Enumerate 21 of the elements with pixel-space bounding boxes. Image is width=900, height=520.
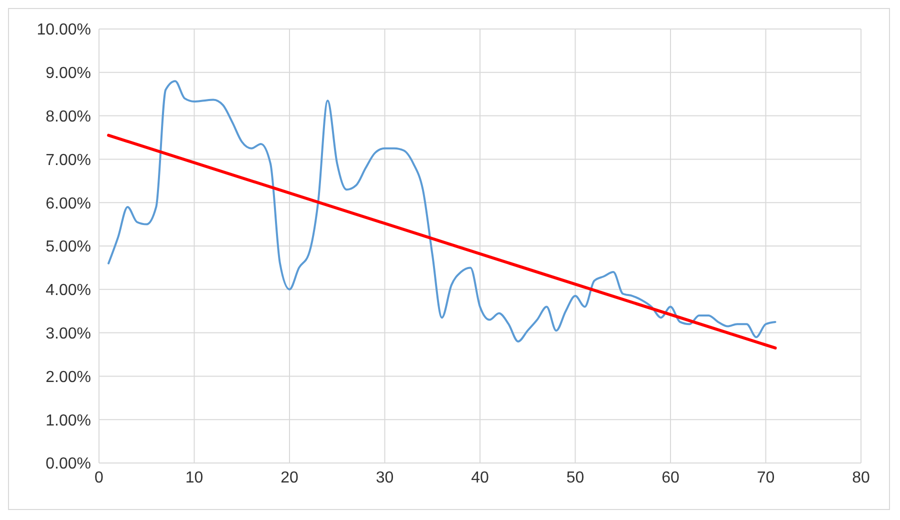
y-tick-label: 6.00% (46, 195, 91, 212)
x-tick-label: 30 (376, 469, 394, 486)
x-tick-label: 10 (185, 469, 204, 486)
y-tick-label: 9.00% (46, 65, 91, 82)
y-tick-label: 1.00% (46, 412, 91, 430)
y-tick-label: 5.00% (46, 238, 91, 256)
y-tick-label: 0.00% (46, 456, 91, 473)
y-tick-label: 8.00% (46, 108, 91, 126)
y-tick-label: 2.00% (46, 368, 91, 386)
x-tick-label: 50 (566, 469, 584, 486)
x-tick-label: 0 (94, 469, 104, 486)
y-tick-label: 10.00% (36, 22, 91, 39)
y-tick-label: 3.00% (46, 325, 91, 342)
x-tick-label: 60 (662, 469, 680, 486)
y-tick-label: 7.00% (46, 152, 91, 169)
x-tick-label: 40 (471, 469, 489, 486)
line-series (108, 80, 776, 342)
y-tick-label: 4.00% (46, 282, 91, 300)
x-tick-label: 80 (852, 469, 870, 486)
x-tick-label: 70 (756, 469, 775, 486)
x-tick-label: 20 (280, 469, 298, 486)
